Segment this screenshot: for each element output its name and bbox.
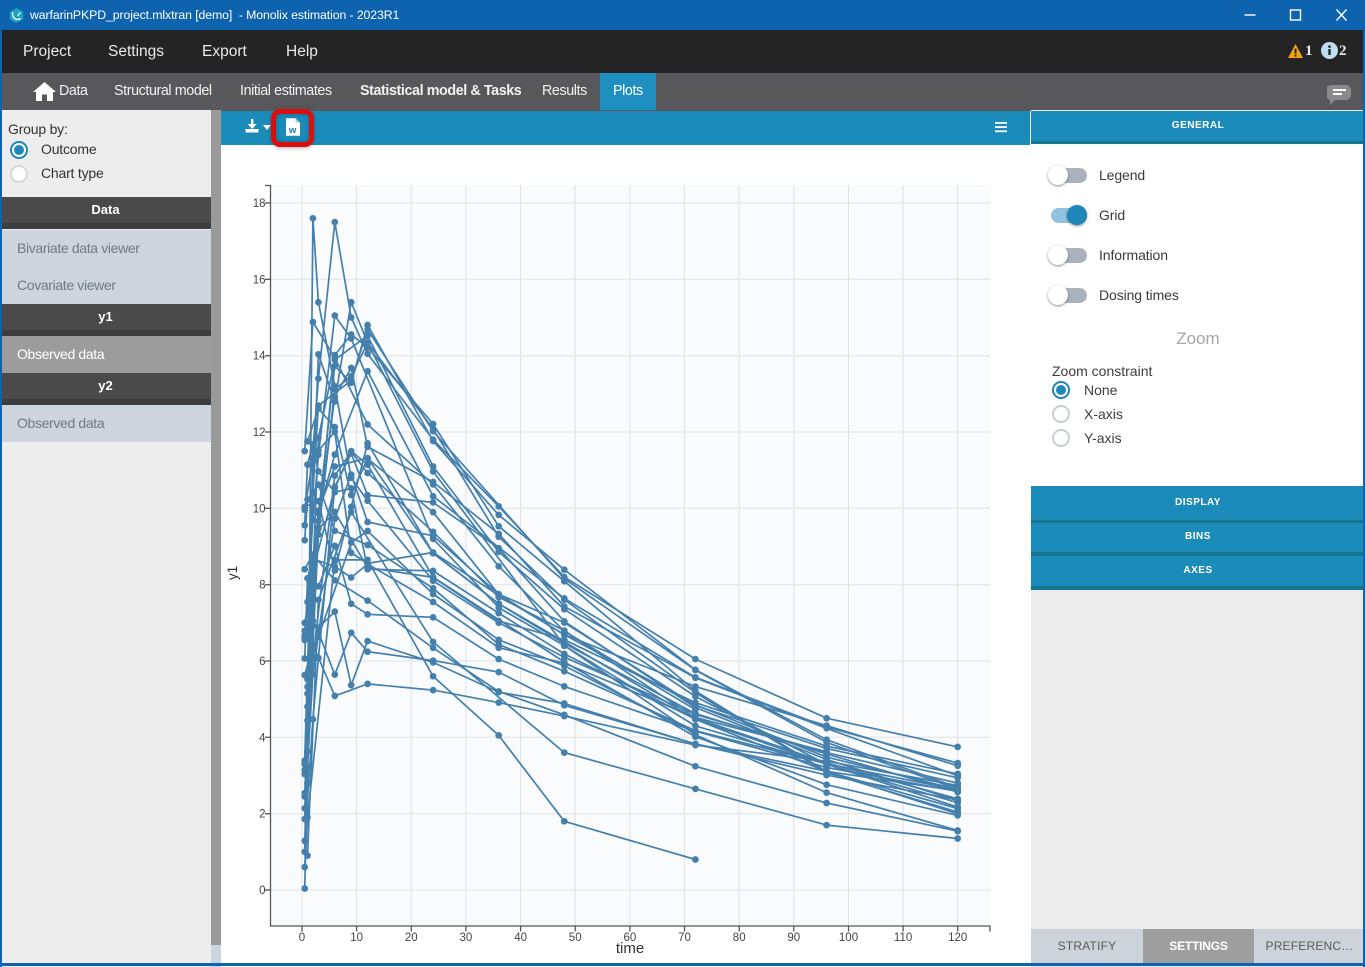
svg-text:20: 20: [405, 932, 418, 944]
svg-text:18: 18: [253, 198, 266, 210]
svg-text:50: 50: [569, 932, 582, 944]
svg-text:w: w: [288, 125, 297, 136]
svg-text:y1: y1: [225, 566, 240, 580]
svg-text:120: 120: [948, 932, 967, 944]
svg-text:40: 40: [514, 932, 527, 944]
svg-text:0: 0: [259, 885, 265, 897]
svg-text:10: 10: [253, 503, 266, 515]
svg-text:2: 2: [259, 809, 265, 821]
svg-text:8: 8: [259, 580, 265, 592]
svg-text:100: 100: [839, 932, 858, 944]
svg-text:80: 80: [733, 932, 746, 944]
svg-text:90: 90: [787, 932, 800, 944]
svg-text:14: 14: [253, 351, 266, 363]
svg-text:time: time: [616, 940, 644, 957]
svg-text:12: 12: [253, 427, 266, 439]
svg-text:110: 110: [894, 932, 912, 944]
svg-text:4: 4: [259, 732, 266, 744]
svg-text:70: 70: [678, 932, 691, 944]
svg-text:30: 30: [460, 932, 473, 944]
svg-text:10: 10: [350, 932, 363, 944]
svg-text:6: 6: [259, 656, 265, 668]
svg-text:16: 16: [253, 274, 266, 286]
svg-text:0: 0: [299, 932, 305, 944]
svg-text:60: 60: [624, 932, 637, 944]
